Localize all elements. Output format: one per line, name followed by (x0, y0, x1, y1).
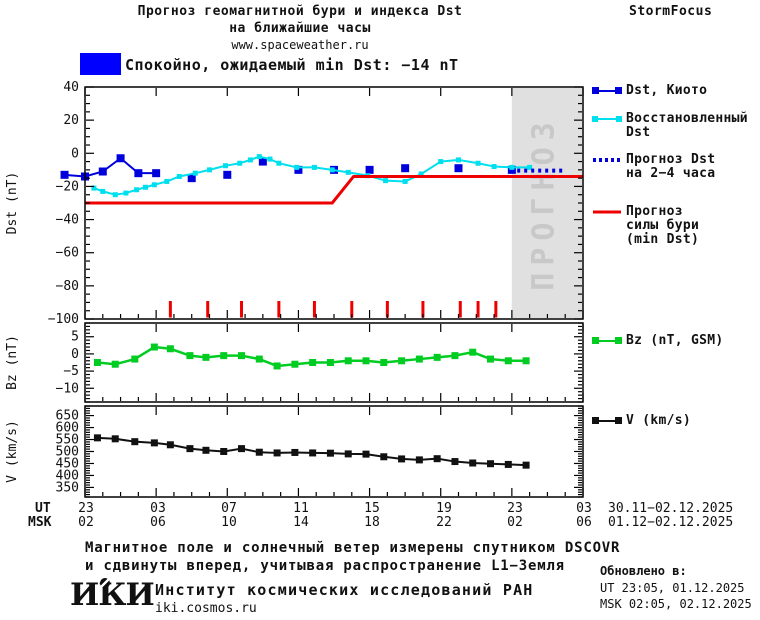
svg-text:Dst (nT): Dst (nT) (5, 172, 20, 235)
spaceweather-link[interactable]: www.spaceweather.ru (231, 38, 369, 52)
legend-bz: Bz (nT, GSM) (592, 334, 724, 351)
ut-date-range: 30.11−02.12.2025 (608, 501, 734, 516)
updated-msk: MSK 02:05, 02.12.2025 (600, 597, 752, 611)
msk-tick: 06 (150, 515, 166, 530)
svg-text:−10: −10 (56, 381, 79, 396)
ut-tick: 23 (507, 501, 523, 516)
storm-status-text: Спокойно, ожидаемый min Dst: −14 nT (125, 56, 459, 74)
legend-label: на 2−4 часа (626, 166, 716, 181)
x-axis-ut-row: UT 23 03 07 11 15 19 23 03 30.11−02.12.2… (0, 501, 760, 516)
svg-text:V (km/s): V (km/s) (5, 420, 20, 483)
svg-text:20: 20 (63, 113, 79, 128)
svg-text:600: 600 (56, 421, 79, 436)
msk-tick: 14 (293, 515, 309, 530)
msk-tick: 10 (221, 515, 237, 530)
svg-text:550: 550 (56, 433, 79, 448)
svg-text:450: 450 (56, 456, 79, 471)
footer-note-line2: и сдвинуты вперед, учитывая распростране… (85, 558, 565, 574)
svg-text:Bz (nT): Bz (nT) (5, 335, 20, 390)
svg-text:−100: −100 (48, 312, 79, 327)
legend-label: Bz (nT, GSM) (626, 333, 724, 348)
storm-level-swatch (80, 53, 121, 75)
ut-tick: 23 (78, 501, 94, 516)
svg-text:500: 500 (56, 445, 79, 460)
iki-logo-text: ИКИ (70, 577, 155, 613)
dst-kyoto-swatch-icon (592, 86, 622, 101)
msk-tick: 22 (436, 515, 452, 530)
legend-label: V (km/s) (626, 413, 692, 428)
legend-forecast-dst: Прогноз Dst на 2−4 часа (592, 153, 715, 181)
legend-label: Прогноз (626, 204, 683, 219)
msk-tick: 02 (507, 515, 523, 530)
institute-name: Институт космических исследований РАН (155, 581, 534, 599)
updated-ut: UT 23:05, 01.12.2025 (600, 581, 745, 595)
ut-axis-label: UT (35, 501, 51, 516)
legend-label: Dst, Киото (626, 83, 708, 98)
svg-text:−20: −20 (56, 179, 79, 194)
page-subtitle: на ближайшие часы (229, 21, 371, 36)
svg-text:−5: −5 (63, 364, 79, 379)
legend-storm-force: Прогноз силы бури (min Dst) (592, 205, 699, 247)
legend-label: Dst (626, 125, 651, 140)
restored-dst-swatch-icon (592, 114, 622, 129)
svg-text:−40: −40 (56, 213, 79, 228)
ut-tick: 03 (576, 501, 592, 516)
svg-text:400: 400 (56, 468, 79, 483)
legend-label: силы бури (626, 218, 700, 233)
svg-text:0: 0 (71, 347, 79, 362)
svg-text:40: 40 (63, 80, 79, 95)
v-swatch-icon (592, 416, 622, 431)
legend-dst-kyoto: Dst, Киото (592, 84, 707, 101)
msk-tick: 02 (78, 515, 94, 530)
iki-logo: ИКИ (70, 577, 155, 613)
x-axis-msk-row: MSK 02 06 10 14 18 22 02 06 01.12−02.12.… (0, 515, 760, 530)
footer-note-line1: Магнитное поле и солнечный ветер измерен… (85, 540, 621, 556)
iki-logo-orbit-icon (100, 578, 110, 588)
legend-label: Прогноз Dst (626, 152, 716, 167)
legend-label: (min Dst) (626, 232, 700, 247)
brand-label: StormFocus (629, 4, 713, 19)
svg-text:0: 0 (71, 146, 79, 161)
msk-date-range: 01.12−02.12.2025 (608, 515, 734, 530)
svg-text:−80: −80 (56, 279, 79, 294)
legend-label: Восстановленный (626, 111, 748, 126)
msk-axis-label: MSK (28, 515, 52, 530)
bz-swatch-icon (592, 336, 622, 351)
svg-text:650: 650 (56, 409, 79, 424)
svg-text:−60: −60 (56, 246, 79, 261)
storm-force-swatch-icon (592, 207, 622, 222)
ut-tick: 15 (364, 501, 380, 516)
ut-tick: 19 (436, 501, 452, 516)
iki-link[interactable]: iki.cosmos.ru (155, 601, 257, 616)
charts-canvas: ПРОГНОЗ 40 20 0 −20 −40 −60 −80 −100 Dst (nT) 5 0 −5… (5, 80, 584, 498)
svg-text:ПРОГНОЗ: ПРОГНОЗ (526, 115, 561, 290)
ut-tick: 03 (150, 501, 166, 516)
updated-label: Обновлено в: (600, 564, 687, 578)
legend-restored-dst: Восстановленный Dst (592, 112, 748, 140)
ut-tick: 11 (293, 501, 309, 516)
ut-tick: 07 (221, 501, 237, 516)
msk-tick: 06 (576, 515, 592, 530)
legend-v: V (km/s) (592, 414, 691, 431)
msk-tick: 18 (364, 515, 380, 530)
page-title: Прогноз геомагнитной бури и индекса Dst (137, 4, 463, 19)
svg-text:350: 350 (56, 480, 79, 495)
svg-text:5: 5 (71, 330, 79, 345)
forecast-dst-swatch-icon (592, 155, 622, 170)
